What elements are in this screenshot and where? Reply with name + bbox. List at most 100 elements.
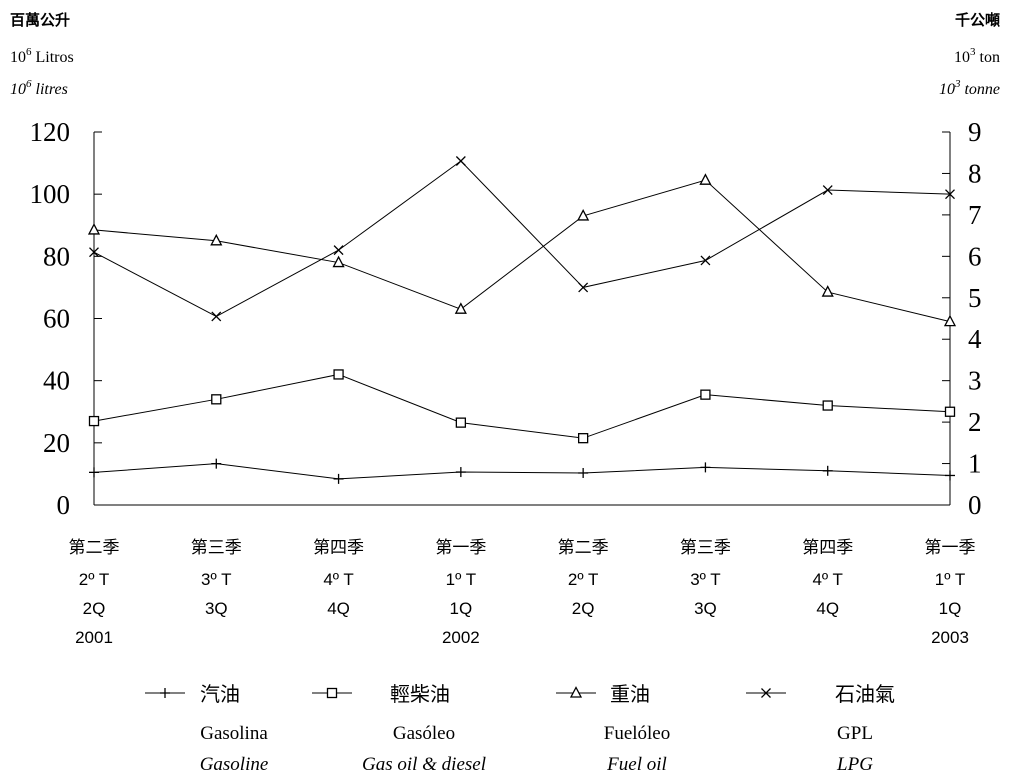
triangle-marker: [577, 209, 590, 221]
square-marker: [822, 400, 833, 411]
x-label-zh: 第三季: [680, 538, 731, 558]
x-label-pt: 1º T: [446, 570, 476, 589]
legend-label-zh: 汽油: [200, 682, 240, 706]
x-label-pt: 3º T: [690, 570, 720, 589]
right-tick-label: 8: [968, 158, 982, 188]
series-layer: [87, 156, 957, 484]
legend-label-zh: 輕柴油: [390, 682, 450, 706]
left-tick-label: 40: [43, 366, 70, 396]
left-axis-title-zh: 百萬公升: [10, 11, 70, 29]
x-label-zh: 第一季: [925, 538, 976, 558]
square-marker: [455, 417, 467, 428]
x-label-en: 2Q: [83, 599, 106, 618]
legend: 汽油 Gasolina Gasoline 輕柴油 Gasóleo Gas oil & di…: [145, 682, 895, 775]
legend-label-en: LPG: [836, 754, 873, 775]
triangle-marker: [454, 302, 467, 314]
left-tick-label: 0: [57, 490, 71, 520]
right-tick-label: 2: [968, 407, 982, 437]
x-label-en: 1Q: [450, 599, 473, 618]
triangle-marker: [569, 686, 583, 698]
x-label-pt: 4º T: [812, 570, 842, 589]
square-marker: [88, 415, 100, 427]
triangle-marker: [943, 314, 957, 327]
x-marker: [211, 311, 222, 322]
x-label-pt: 2º T: [79, 570, 109, 589]
legend-item: 石油氣 GPL LPG: [746, 682, 895, 775]
plus-marker: [945, 470, 955, 481]
square-marker: [333, 369, 344, 380]
x-marker: [578, 282, 589, 293]
legend-label-pt: Gasóleo: [393, 723, 455, 744]
x-label-zh: 第一季: [435, 538, 486, 558]
x-label-zh: 第四季: [802, 538, 853, 558]
right-y-axis-ticks: 0 1 2 3 4 5 6 7 8 9: [942, 117, 982, 520]
series-gasoline: [89, 458, 955, 484]
series-line: [93, 160, 951, 317]
left-tick-label: 100: [30, 179, 71, 209]
left-axis-title-pt: 106 Litros: [10, 46, 74, 66]
x-marker: [700, 255, 711, 266]
right-axis-title-zh: 千公噸: [955, 11, 1000, 29]
x-label-en: 1Q: [939, 599, 962, 618]
left-tick-label: 80: [43, 241, 70, 271]
right-tick-label: 0: [968, 490, 982, 520]
legend-label-en: Fuel oil: [606, 754, 667, 775]
legend-item: 輕柴油 Gasóleo Gas oil & diesel: [312, 682, 486, 775]
series-line: [93, 373, 951, 439]
x-label-pt: 3º T: [201, 570, 231, 589]
x-label-pt: 2º T: [568, 570, 598, 589]
legend-label-zh: 石油氣: [835, 682, 895, 706]
plus-marker: [160, 688, 170, 698]
x-marker: [333, 245, 344, 256]
plus-marker: [211, 458, 222, 469]
x-label-en: 4Q: [327, 599, 350, 618]
triangle-marker: [699, 173, 712, 185]
plus-marker: [700, 462, 711, 473]
series-gas-oil-diesel: [88, 369, 956, 444]
series-line: [93, 179, 951, 323]
right-tick-label: 5: [968, 283, 982, 313]
legend-label-pt: Gasolina: [200, 723, 268, 744]
square-marker: [577, 433, 589, 444]
axes: [93, 132, 951, 506]
left-y-axis-ticks: 0 20 40 60 80 100 120: [30, 117, 102, 520]
left-axis-title-en: 106 litres: [10, 78, 68, 98]
plus-marker: [89, 467, 99, 478]
left-tick-label: 60: [43, 304, 70, 334]
x-axis-labels: 第二季 2º T 2Q 2001 第三季 3º T 3Q 第四季 4º T 4Q 第一季 1º T 1Q…: [69, 538, 976, 647]
square-marker: [700, 389, 711, 400]
square-marker: [211, 394, 222, 405]
square-marker: [944, 406, 956, 417]
x-marker: [89, 247, 99, 258]
triangle-marker: [332, 255, 345, 268]
x-label-zh: 第二季: [558, 538, 609, 558]
x-marker: [822, 185, 833, 195]
legend-item: 汽油 Gasolina Gasoline: [145, 682, 268, 775]
plus-marker: [822, 465, 833, 476]
left-tick-label: 120: [30, 117, 71, 147]
x-marker: [455, 156, 466, 166]
square-marker: [326, 687, 338, 699]
series-fuel-oil: [87, 173, 957, 327]
x-label-en: 4Q: [816, 599, 839, 618]
right-axis-title-pt: 103 ton: [954, 46, 1000, 66]
x-label-en: 2Q: [572, 599, 595, 618]
plus-marker: [455, 467, 466, 478]
triangle-marker: [87, 223, 101, 235]
left-tick-label: 20: [43, 428, 70, 458]
x-label-zh: 第三季: [191, 538, 242, 558]
triangle-marker: [821, 285, 834, 297]
right-tick-label: 6: [968, 241, 982, 271]
x-label-year: 2001: [75, 628, 113, 647]
right-tick-label: 7: [968, 200, 982, 230]
x-label-pt: 1º T: [935, 570, 965, 589]
right-axis-title-en: 103 tonne: [939, 78, 1000, 98]
plus-marker: [578, 467, 589, 478]
right-tick-label: 1: [968, 449, 982, 479]
x-label-zh: 第四季: [313, 538, 364, 558]
series-line: [93, 463, 951, 480]
x-label-pt: 4º T: [323, 570, 353, 589]
legend-label-pt: GPL: [837, 723, 873, 744]
